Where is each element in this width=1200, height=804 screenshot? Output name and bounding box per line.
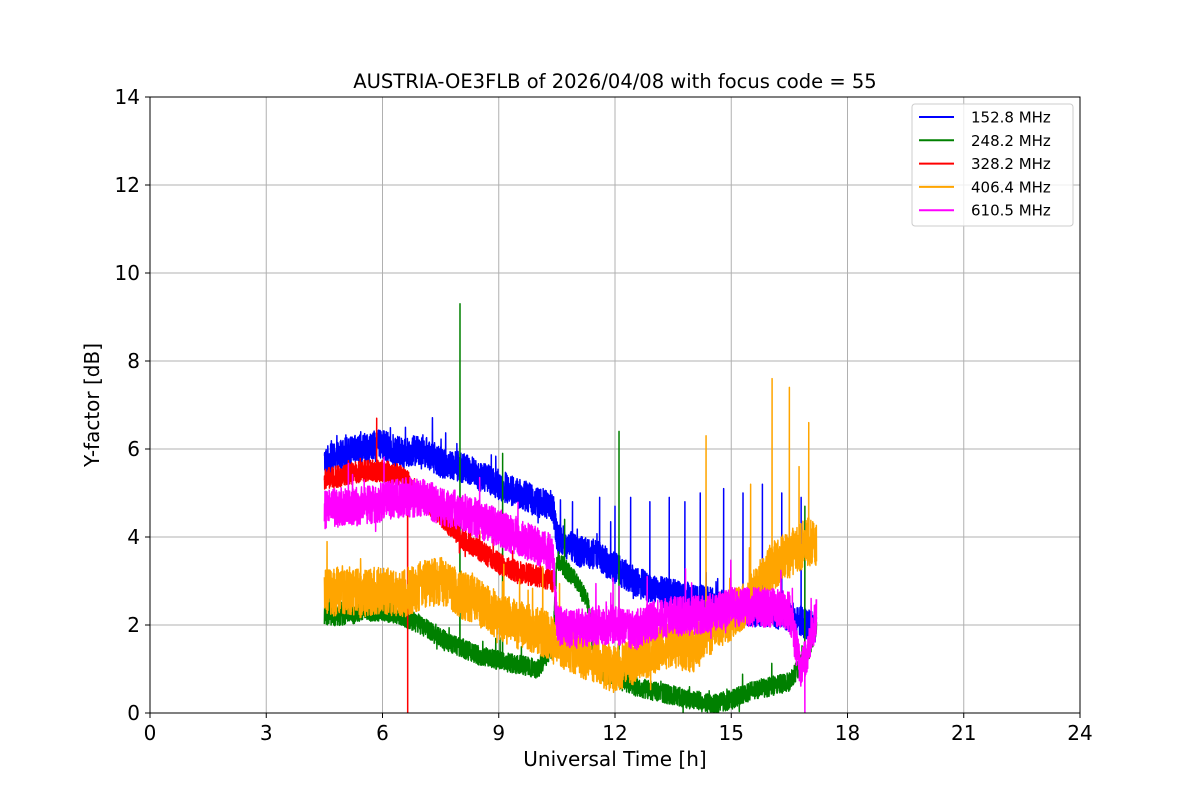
y-tick-label: 0 bbox=[127, 701, 140, 725]
legend-label: 152.8 MHz bbox=[971, 109, 1051, 127]
legend-label: 328.2 MHz bbox=[971, 155, 1051, 173]
x-tick-label: 9 bbox=[492, 721, 505, 745]
x-tick-label: 3 bbox=[260, 721, 273, 745]
x-tick-label: 0 bbox=[144, 721, 157, 745]
series-layer bbox=[323, 303, 818, 713]
legend: 152.8 MHz 248.2 MHz 328.2 MHz 406.4 MHz 610.… bbox=[911, 103, 1074, 227]
plot-area bbox=[323, 303, 818, 713]
x-tick-label: 12 bbox=[602, 721, 627, 745]
y-tick-label: 12 bbox=[115, 173, 140, 197]
y-axis-label: Y-factor [dB] bbox=[80, 343, 104, 468]
x-tick-label: 24 bbox=[1067, 721, 1092, 745]
legend-box bbox=[911, 103, 1074, 227]
y-tick-label: 10 bbox=[115, 261, 140, 285]
x-tick-label: 18 bbox=[835, 721, 860, 745]
y-tick-label: 4 bbox=[127, 525, 140, 549]
y-tick-label: 14 bbox=[115, 85, 140, 109]
x-tick-label: 15 bbox=[719, 721, 744, 745]
x-axis-label: Universal Time [h] bbox=[523, 747, 706, 771]
legend-label: 610.5 MHz bbox=[971, 202, 1051, 220]
x-tick-label: 21 bbox=[951, 721, 976, 745]
chart-title: AUSTRIA-OE3FLB of 2026/04/08 with focus … bbox=[353, 70, 876, 93]
y-tick-label: 6 bbox=[127, 437, 140, 461]
legend-label: 406.4 MHz bbox=[971, 178, 1051, 196]
y-tick-label: 2 bbox=[127, 613, 140, 637]
series-line-610-5-mhz bbox=[323, 456, 818, 713]
y-tick-label: 8 bbox=[127, 349, 140, 373]
legend-label: 248.2 MHz bbox=[971, 132, 1051, 150]
x-tick-label: 6 bbox=[376, 721, 389, 745]
